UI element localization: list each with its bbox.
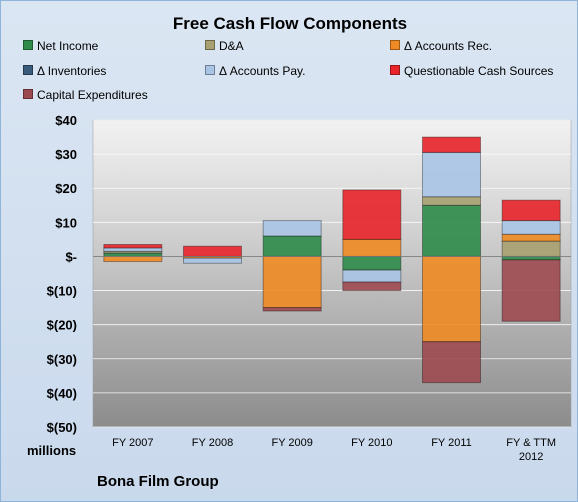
x-tick-label: FY & TTM 2012 [506,437,556,463]
y-tick-label: $40 [55,113,77,128]
bar-fy-ttm-2012-d-a [501,240,561,257]
plot-area [92,119,572,428]
bar-fy-2008-accounts-pay [183,257,242,264]
bar-fy-2009-accounts-rec [262,255,322,309]
company-name: Bona Film Group [97,473,219,490]
bar-fy-2010-capital-expenditures [342,281,402,292]
bar-fy-ttm-2012-net-income [501,255,561,261]
bar-fy-2007-accounts-rec [103,255,163,263]
legend-item-d-a: D&A [205,39,244,53]
bar-fy-2010-questionable-cash-sources [342,189,402,240]
y-tick-label: $(20) [47,318,77,333]
x-tick-label: FY 2007 [112,437,153,449]
bar-fy-2011-d-a [422,196,481,206]
bar-fy-2007-net-income [103,252,163,257]
legend-swatch [205,40,215,50]
bar-fy-ttm-2012-accounts-pay [501,220,561,235]
legend-label: Δ Accounts Pay. [219,64,306,78]
bar-fy-2008-questionable-cash-sources [183,245,242,257]
bar-fy-2010-accounts-pay [342,269,402,283]
x-tick-label: FY 2010 [351,437,392,449]
legend-item-questionable-cash-sources: Questionable Cash Sources [390,64,553,78]
bar-fy-2007-accounts-pay [103,247,163,252]
legend-swatch [205,65,215,75]
y-axis-unit-label: millions [27,443,76,458]
axes: $40 $30 $20 $10 $- $(10) $(20) $(30) $(40) $(50) m… [27,113,571,463]
legend-swatch [23,89,33,99]
legend-swatch [23,65,33,75]
bar-fy-2009-accounts-pay [262,220,322,237]
bar-fy-2011-accounts-rec [422,255,481,343]
legend-item-accounts-rec: Δ Accounts Rec. [390,39,492,53]
bar-fy-ttm-2012-questionable-cash-sources [501,199,561,222]
legend-swatch [23,40,33,50]
bar-fy-2009-net-income [262,235,322,257]
legend-label: Capital Expenditures [37,88,148,102]
x-tick-label: FY 2009 [271,437,312,449]
legend-swatch [390,65,400,75]
legend-label: Δ Accounts Rec. [404,39,493,53]
legend-swatch [390,40,400,50]
y-tick-label: $(10) [47,284,77,299]
legend-label: Questionable Cash Sources [404,64,554,78]
bar-fy-2011-accounts-pay [422,151,481,198]
bar-fy-2010-net-income [342,255,402,271]
grid-lines [93,119,571,428]
y-tick-label: $(30) [47,352,77,367]
y-tick-label: $(50) [47,420,77,435]
bar-fy-2011-questionable-cash-sources [422,136,481,153]
legend-item-accounts-pay: Δ Accounts Pay. [205,64,306,78]
legend-label: Net Income [37,39,99,53]
bar-fy-ttm-2012-accounts-rec [501,233,561,242]
legend-item-capital-expenditures: Capital Expenditures [23,88,148,102]
bar-fy-2011-capital-expenditures [422,341,481,384]
chart-title: Free Cash Flow Components [172,14,408,33]
x-tick-label: FY 2011 [431,437,472,449]
legend-label: Δ Inventories [37,64,107,78]
y-tick-label: $(40) [47,386,77,401]
bar-fy-2011-net-income [422,204,481,257]
legend-item-inventories: Δ Inventories [23,64,106,78]
legend-item-net-income: Net Income [23,39,98,53]
y-tick-label: $30 [55,147,77,162]
y-tick-label: $10 [55,215,77,230]
y-tick-label: $- [65,249,77,264]
bar-fy-ttm-2012-capital-expenditures [501,259,561,322]
y-tick-label: $20 [55,181,77,196]
bar-fy-2007-questionable-cash-sources [103,244,163,249]
bar-fy-2009-capital-expenditures [262,307,322,312]
x-tick-label: FY 2008 [192,437,233,449]
bars [103,136,561,384]
legend-label: D&A [219,39,244,53]
bar-fy-2010-accounts-rec [342,238,402,257]
